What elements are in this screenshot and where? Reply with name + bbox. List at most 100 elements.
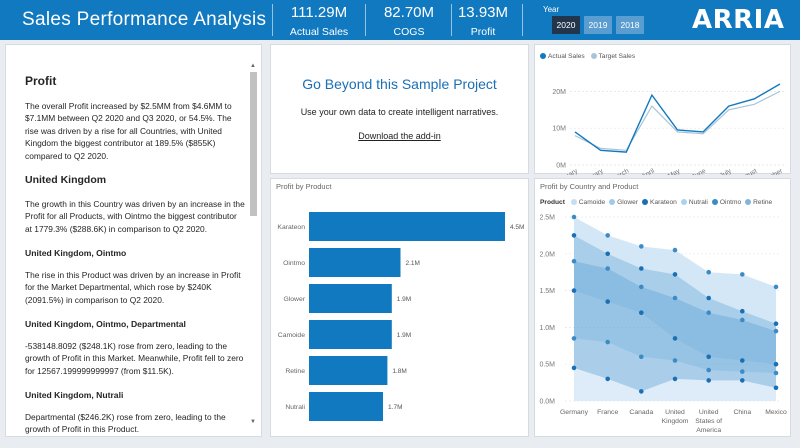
data-point [740, 272, 745, 277]
data-point [706, 367, 711, 373]
data-point [605, 266, 610, 271]
data-point [740, 378, 745, 383]
chart-title: Profit by Country and Product [540, 182, 639, 191]
legend-dot-icon [680, 199, 687, 205]
data-point [773, 361, 779, 367]
bar [309, 284, 392, 313]
data-point [740, 317, 745, 323]
promo-panel: Go Beyond this Sample Project Use your o… [270, 44, 529, 174]
legend-dot-icon [570, 199, 577, 205]
narrative-paragraph: The overall Profit increased by $2.5MM f… [25, 100, 232, 161]
y-tick-label: 1.0M [539, 325, 555, 332]
year-filter-label: Year [543, 5, 560, 14]
narrative-panel: Profit The overall Profit increased by $… [5, 44, 262, 437]
legend-item-retine[interactable]: Retine [745, 199, 772, 206]
year-button-2019[interactable]: 2019 [584, 16, 612, 34]
line-chart[interactable]: 0M10M20MJanuaryFebruaryMarchAprilMayJune… [535, 45, 792, 175]
x-tick-label: Germany [560, 409, 589, 416]
x-tick-label: June [691, 168, 707, 175]
data-point [571, 288, 577, 293]
legend-item-nutrali[interactable]: Nutrali [680, 199, 708, 206]
area-chart[interactable]: 0.0M 0.5M 1.0M 1.5M 2.0M 2.5M Germany France Can… [535, 179, 792, 438]
kpi-label: Actual Sales [289, 26, 349, 38]
y-tick-label: 0.5M [539, 362, 555, 369]
ribbon-band [574, 261, 776, 392]
bar [309, 392, 383, 421]
bar [309, 320, 392, 349]
x-tick-label: April [641, 167, 657, 175]
y-tick-label: 0.0M [539, 399, 555, 406]
year-button-2018[interactable]: 2018 [616, 16, 644, 34]
data-point [773, 385, 779, 391]
x-tick-label: France [597, 409, 618, 416]
data-point [571, 365, 577, 371]
y-tick-label: 2.5M [539, 215, 555, 222]
category-label: Karateon [277, 224, 305, 231]
data-point [605, 251, 610, 257]
legend-item-target[interactable]: Target Sales [590, 53, 635, 60]
legend-item-camoide[interactable]: Camoide [570, 199, 606, 206]
legend-label: Camoide [578, 199, 606, 206]
bar [309, 212, 505, 241]
legend-label: Karateon [650, 199, 677, 206]
value-label: 1.9M [397, 332, 411, 339]
narrative-text: Profit The overall Profit increased by $… [25, 75, 245, 436]
scroll-up-icon[interactable]: ▲ [250, 63, 256, 69]
x-tick-label: Kingdom [662, 418, 689, 425]
kpi-value: 13.93M [457, 4, 509, 21]
page-title: Sales Performance Analysis [22, 9, 267, 30]
legend-item-glower[interactable]: Glower [609, 199, 638, 206]
x-tick-label: United [699, 409, 719, 416]
data-point [571, 336, 577, 341]
legend-item-ointmo[interactable]: Ointmo [711, 199, 742, 206]
data-point [672, 336, 678, 341]
data-point [639, 310, 644, 315]
bar [309, 248, 401, 277]
header-divider [522, 4, 523, 36]
legend-dot-icon [711, 199, 718, 205]
x-tick-label: February [578, 167, 606, 175]
y-tick-label: 0M [556, 163, 566, 170]
narrative-subheading: United Kingdom, Ointmo, Departmental [25, 319, 186, 329]
line-legend: Actual Sales Target Sales [540, 53, 639, 60]
bar-chart[interactable]: Karateon 4.5M Ointmo 2.1M Glower 1.9M Camoide 1… [271, 179, 530, 438]
data-point [706, 295, 711, 301]
legend-dot-icon [590, 53, 597, 59]
legend-item-karateon[interactable]: Karateon [642, 199, 677, 206]
download-addin-link[interactable]: Download the add-in [358, 131, 441, 141]
legend-label: Ointmo [719, 199, 742, 206]
x-tick-label: Canada [629, 409, 653, 416]
legend-item-actual[interactable]: Actual Sales [540, 53, 585, 60]
narrative-paragraph: Departmental ($246.2K) rose from zero, l… [25, 411, 226, 435]
legend-dot-icon [540, 53, 546, 59]
year-button-2020[interactable]: 2020 [552, 16, 580, 34]
data-point [740, 369, 745, 374]
value-label: 4.5M [510, 224, 524, 231]
kpi-label: Profit [470, 26, 496, 38]
category-label: Camoide [278, 332, 305, 339]
data-point [740, 308, 745, 314]
data-point [571, 233, 577, 238]
legend-label: Actual Sales [548, 53, 585, 60]
header-divider [272, 4, 273, 36]
promo-subtitle: Use your own data to create intelligent … [300, 107, 499, 117]
legend-label: Nutrali [688, 199, 708, 206]
data-point [639, 266, 644, 271]
value-label: 1.9M [397, 296, 411, 303]
bar [309, 356, 388, 385]
data-point [672, 272, 678, 277]
scroll-down-icon[interactable]: ▼ [250, 419, 256, 425]
data-point [706, 269, 711, 275]
legend-dot-icon [642, 199, 649, 205]
data-point [605, 339, 610, 345]
scrollbar-thumb[interactable] [250, 72, 257, 216]
y-tick-label: 10M [552, 126, 566, 133]
narrative-paragraph: The rise in this Product was driven by a… [25, 269, 241, 305]
legend-label: Retine [753, 199, 773, 206]
data-point [773, 370, 779, 376]
narrative-scrollbar[interactable]: ▲ ▼ [250, 63, 257, 427]
x-tick-label: United [665, 409, 685, 416]
y-tick-label: 2.0M [539, 251, 555, 258]
data-point [571, 258, 577, 264]
narrative-subheading: United Kingdom [25, 174, 107, 186]
